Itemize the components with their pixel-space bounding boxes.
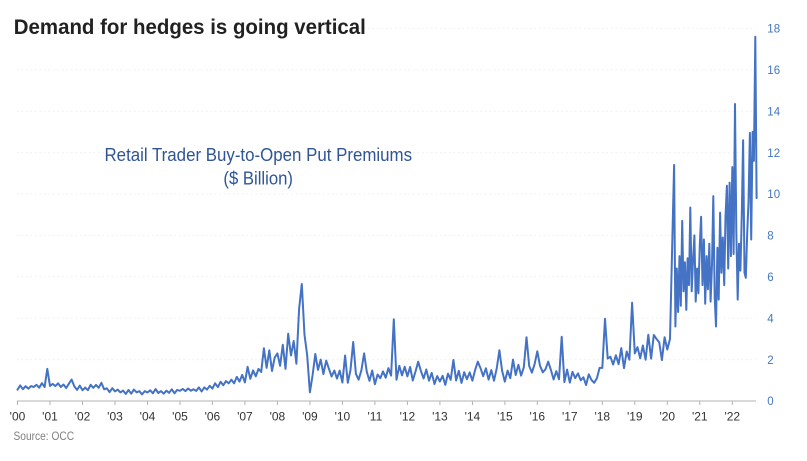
svg-text:'00: '00 bbox=[10, 409, 26, 423]
svg-text:'10: '10 bbox=[335, 409, 351, 423]
svg-text:10: 10 bbox=[767, 189, 780, 201]
svg-text:16: 16 bbox=[767, 65, 780, 77]
svg-text:'03: '03 bbox=[107, 409, 123, 423]
svg-text:'16: '16 bbox=[529, 409, 545, 423]
svg-text:18: 18 bbox=[767, 24, 780, 36]
svg-text:Retail Trader Buy-to-Open Put: Retail Trader Buy-to-Open Put Premiums bbox=[105, 145, 413, 165]
svg-text:'22: '22 bbox=[724, 409, 740, 423]
svg-text:'02: '02 bbox=[75, 409, 91, 423]
svg-text:12: 12 bbox=[767, 148, 780, 160]
svg-text:'07: '07 bbox=[237, 409, 253, 423]
svg-text:'08: '08 bbox=[270, 409, 286, 423]
svg-text:8: 8 bbox=[767, 231, 773, 243]
svg-text:6: 6 bbox=[767, 272, 773, 284]
svg-text:0: 0 bbox=[767, 396, 773, 408]
svg-text:'09: '09 bbox=[302, 409, 318, 423]
svg-text:'17: '17 bbox=[562, 409, 578, 423]
svg-text:'15: '15 bbox=[497, 409, 513, 423]
svg-text:'11: '11 bbox=[368, 409, 383, 423]
svg-text:'04: '04 bbox=[140, 409, 156, 423]
svg-text:'01: '01 bbox=[42, 409, 58, 423]
svg-text:Source: OCC: Source: OCC bbox=[14, 431, 75, 443]
svg-text:'06: '06 bbox=[205, 409, 221, 423]
svg-text:14: 14 bbox=[767, 106, 780, 118]
svg-text:'21: '21 bbox=[692, 409, 708, 423]
svg-text:'13: '13 bbox=[432, 409, 448, 423]
svg-text:'18: '18 bbox=[594, 409, 610, 423]
svg-text:'20: '20 bbox=[659, 409, 675, 423]
svg-text:4: 4 bbox=[767, 313, 774, 325]
svg-text:($ Billion): ($ Billion) bbox=[223, 168, 293, 188]
svg-text:'19: '19 bbox=[627, 409, 643, 423]
svg-text:'12: '12 bbox=[400, 409, 416, 423]
svg-text:'05: '05 bbox=[172, 409, 188, 423]
svg-text:'14: '14 bbox=[465, 409, 481, 423]
svg-text:Demand for hedges is going ver: Demand for hedges is going vertical bbox=[14, 16, 366, 39]
svg-text:2: 2 bbox=[767, 355, 773, 367]
